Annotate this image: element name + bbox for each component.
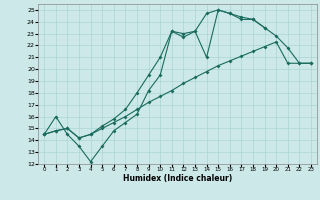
X-axis label: Humidex (Indice chaleur): Humidex (Indice chaleur) xyxy=(123,174,232,183)
